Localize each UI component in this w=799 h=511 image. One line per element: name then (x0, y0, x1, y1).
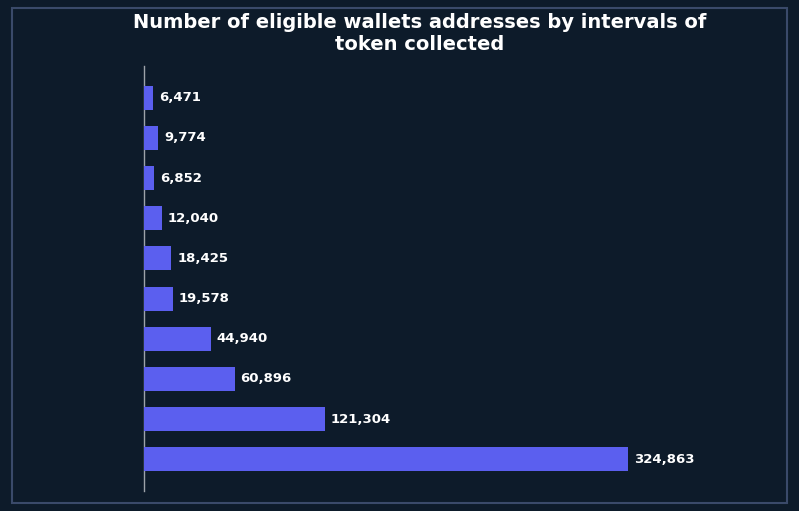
Text: 44,940: 44,940 (217, 332, 268, 345)
Bar (144, 367, 235, 391)
Text: 9,774: 9,774 (165, 131, 206, 145)
Text: 12,040: 12,040 (168, 212, 219, 225)
Text: 60,896: 60,896 (240, 373, 292, 385)
Bar (144, 86, 153, 110)
Bar (144, 327, 211, 351)
Text: 19,578: 19,578 (179, 292, 230, 305)
Bar (144, 166, 154, 190)
Title: Number of eligible wallets addresses by intervals of
token collected: Number of eligible wallets addresses by … (133, 13, 706, 54)
Bar (144, 287, 173, 311)
Bar (144, 206, 161, 230)
Text: 121,304: 121,304 (331, 412, 391, 426)
Text: 6,471: 6,471 (160, 91, 201, 104)
Bar (144, 447, 628, 471)
Bar (144, 126, 158, 150)
Bar (144, 246, 171, 270)
Text: 324,863: 324,863 (634, 453, 694, 466)
Bar (144, 407, 324, 431)
Text: 18,425: 18,425 (177, 252, 229, 265)
Text: 6,852: 6,852 (160, 172, 202, 184)
